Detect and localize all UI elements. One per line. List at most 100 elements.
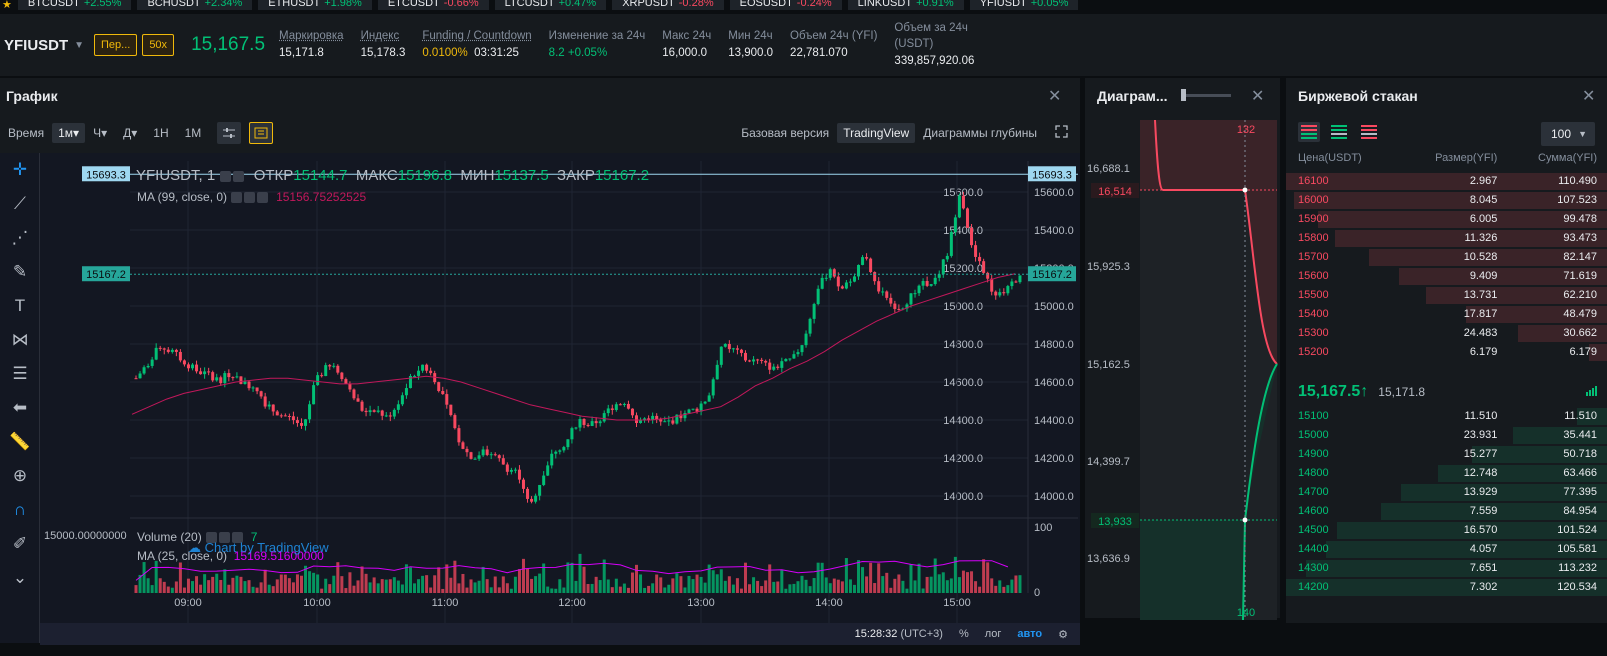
ask-row[interactable]: 15400 17.817 48.479 <box>1286 305 1607 324</box>
ticker-item[interactable]: LTCUSDT +0.47% <box>494 0 607 10</box>
auto-toggle[interactable]: авто <box>1017 628 1043 640</box>
ticker-item[interactable]: BTCUSDT +2.55% <box>17 0 132 10</box>
tf-hour-button[interactable]: Ч▾ <box>93 126 108 140</box>
ask-row[interactable]: 15700 10.528 82.147 <box>1286 248 1607 267</box>
ask-row[interactable]: 15600 9.409 71.619 <box>1286 267 1607 286</box>
ticker-item[interactable]: LINKUSDT +0.91% <box>847 0 964 10</box>
stat-label[interactable]: Индекс <box>360 30 400 42</box>
gear-icon[interactable] <box>233 170 245 182</box>
log-toggle[interactable]: лог <box>984 628 1002 640</box>
footer-strip <box>0 646 1607 656</box>
magnet-icon[interactable]: ∩ <box>13 500 27 519</box>
tab-basic[interactable]: Базовая версия <box>741 126 830 140</box>
stat-label[interactable]: Маркировка <box>279 30 344 42</box>
depth-bar <box>1368 249 1607 266</box>
eye-icon[interactable] <box>220 170 232 182</box>
bid-sum: 84.954 <box>1563 505 1598 517</box>
group-select[interactable]: 100 ▼ <box>1541 122 1595 146</box>
tab-tradingview[interactable]: TradingView <box>837 123 916 143</box>
bid-row[interactable]: 14900 15.277 50.718 <box>1286 445 1607 464</box>
text-tool-icon[interactable]: T <box>14 296 26 315</box>
chart-area[interactable]: 14000.0 14000.0 14200.0 14200.0 14400.0 14400… <box>40 153 1080 643</box>
back-arrow-icon[interactable]: ⬅ <box>12 398 28 417</box>
last-price-tag <box>1028 266 1076 282</box>
ask-row[interactable]: 15900 6.005 99.478 <box>1286 210 1607 229</box>
price-chart[interactable]: 14000.0 14000.0 14200.0 14200.0 14400.0 14400… <box>40 153 1080 623</box>
bid-row[interactable]: 14600 7.559 84.954 <box>1286 502 1607 521</box>
pitchfork-icon[interactable]: ⋰ <box>11 228 29 247</box>
volume-bar <box>937 574 941 593</box>
candle-body <box>364 410 368 413</box>
tf-week-button[interactable]: 1Н <box>153 126 169 140</box>
ask-row[interactable]: 15800 11.326 93.473 <box>1286 229 1607 248</box>
symbol-selector[interactable]: YFIUSDT ▼ <box>4 37 94 54</box>
stat-label[interactable]: Funding / Countdown <box>422 30 532 42</box>
volume-bar <box>211 576 215 593</box>
ticker-item[interactable]: BCHUSDT +2.34% <box>137 0 253 10</box>
bid-row[interactable]: 14500 16.570 101.524 <box>1286 521 1607 540</box>
tab-depth[interactable]: Диаграммы глубины <box>923 126 1037 140</box>
tradingview-watermark[interactable]: ☁ Chart by TradingView <box>188 540 329 556</box>
close-icon[interactable]: ✕ <box>1048 88 1062 105</box>
y-tick-label: 14800.0 <box>1034 339 1074 351</box>
close-icon[interactable]: ✕ <box>1251 88 1265 105</box>
ticker-item[interactable]: ETCUSDT -0.66% <box>377 0 489 10</box>
chevron-down-icon[interactable]: ⌄ <box>12 568 28 587</box>
crosshair-icon[interactable]: ✛ <box>12 160 28 179</box>
trendline-icon[interactable]: ⟋ <box>14 194 26 213</box>
volume-bar <box>538 573 542 593</box>
view-bids-icon[interactable] <box>1328 122 1350 142</box>
volume-bar <box>1006 585 1010 593</box>
indicators-icon[interactable] <box>249 122 274 144</box>
ask-row[interactable]: 15200 6.179 6.179 <box>1286 343 1607 362</box>
ticker-item[interactable]: ETHUSDT +1.98% <box>258 0 372 10</box>
view-both-icon[interactable] <box>1298 122 1320 142</box>
volume-bar <box>356 580 360 593</box>
settings-sliders-icon[interactable] <box>217 122 242 144</box>
ask-row[interactable]: 16000 8.045 107.523 <box>1286 191 1607 210</box>
fullscreen-icon[interactable] <box>1045 125 1080 141</box>
slider-knob[interactable] <box>1181 89 1186 101</box>
candle-body <box>711 379 715 396</box>
zoom-slider[interactable] <box>1181 89 1231 101</box>
margin-mode-button[interactable]: Пер... <box>94 34 138 56</box>
favorite-star-icon[interactable]: ★ <box>2 0 12 11</box>
ticker-item[interactable]: YFIUSDT +0.05% <box>969 0 1079 10</box>
bid-row[interactable]: 14400 4.057 105.581 <box>1286 540 1607 559</box>
tf-1m-button[interactable]: 1м▾ <box>52 123 86 143</box>
brush-icon[interactable]: ✎ <box>12 262 28 281</box>
ticker-item[interactable]: EOSUSDT -0.24% <box>729 0 842 10</box>
view-asks-icon[interactable] <box>1358 122 1380 142</box>
bid-row[interactable]: 15000 23.931 35.441 <box>1286 426 1607 445</box>
ask-row[interactable]: 15300 24.483 30.662 <box>1286 324 1607 343</box>
close-icon[interactable]: ✕ <box>1582 88 1596 105</box>
bid-row[interactable]: 14800 12.748 63.466 <box>1286 464 1607 483</box>
pattern-icon[interactable]: ⋈ <box>11 330 29 349</box>
tf-month-button[interactable]: 1М <box>184 126 202 140</box>
ticker-item[interactable]: XRPUSDT -0.28% <box>612 0 724 10</box>
percent-toggle[interactable]: % <box>958 628 969 640</box>
pencil-lock-icon[interactable]: ✐ <box>12 534 28 553</box>
leverage-button[interactable]: 50x <box>142 34 175 56</box>
fib-icon[interactable]: ☰ <box>12 364 28 383</box>
ruler-icon[interactable]: 📏 <box>9 432 31 451</box>
gear-icon[interactable] <box>244 192 256 204</box>
eye-icon[interactable] <box>206 532 218 544</box>
zoom-icon[interactable]: ⊕ <box>12 466 28 485</box>
bid-row[interactable]: 14700 13.929 77.395 <box>1286 483 1607 502</box>
ask-row[interactable]: 16100 2.967 110.490 <box>1286 172 1607 191</box>
volume-bar <box>166 586 170 593</box>
bid-row[interactable]: 14300 7.651 113.232 <box>1286 559 1607 578</box>
candle-body <box>909 293 913 305</box>
gear-icon[interactable]: ⚙ <box>1058 628 1068 641</box>
candle-body <box>873 272 877 282</box>
tf-day-button[interactable]: Д▾ <box>123 126 138 140</box>
close-icon[interactable] <box>257 192 269 204</box>
bid-row[interactable]: 15100 11.510 11.510 <box>1286 407 1607 426</box>
gear-icon[interactable] <box>219 532 231 544</box>
ask-row[interactable]: 15500 13.731 62.210 <box>1286 286 1607 305</box>
close-icon[interactable] <box>232 532 244 544</box>
bid-row[interactable]: 14200 7.302 120.534 <box>1286 578 1607 597</box>
depth-chart[interactable]: 16,688.1 15,925.3 15,162.5 14,399.7 13,636.9… <box>1085 120 1280 620</box>
eye-icon[interactable] <box>231 192 243 204</box>
